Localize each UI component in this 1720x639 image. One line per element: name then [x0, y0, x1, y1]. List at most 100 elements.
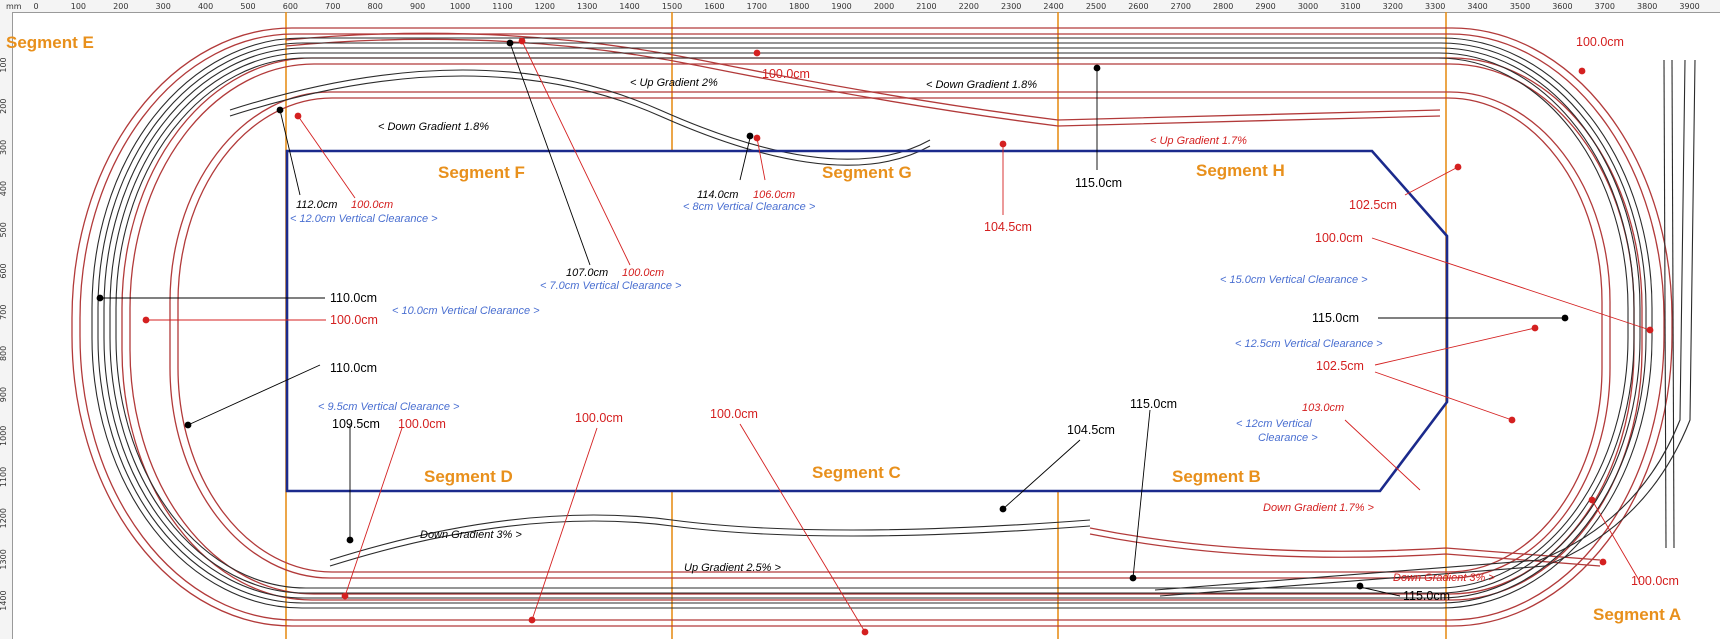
- ruler-top-label: 3400: [1467, 2, 1487, 11]
- ruler-top-label: 3200: [1383, 2, 1403, 11]
- segment-label-e: Segment E: [6, 33, 94, 52]
- height-115-bottom: 115.0cm: [1403, 589, 1450, 603]
- ruler-top-label: 2500: [1086, 2, 1106, 11]
- ruler-top-label: 1300: [577, 2, 597, 11]
- height-110-b: 110.0cm: [330, 361, 377, 375]
- gradient-up-17: < Up Gradient 1.7%: [1150, 135, 1247, 147]
- top-ruler: [0, 0, 1720, 13]
- segment-label-f: Segment F: [438, 163, 525, 182]
- height-109-5: 109.5cm: [332, 417, 380, 431]
- segment-label-c: Segment C: [812, 463, 901, 482]
- gradient-up-2: < Up Gradient 2%: [630, 77, 718, 89]
- segment-label-g: Segment G: [822, 163, 912, 182]
- ruler-top-label: 900: [410, 2, 425, 11]
- clearance-12-line1: < 12cm Vertical: [1236, 418, 1312, 430]
- gradient-down-3-left: Down Gradient 3% >: [420, 529, 522, 541]
- clearance-8: < 8cm Vertical Clearance >: [683, 201, 816, 213]
- height-red-106: 106.0cm: [753, 189, 795, 201]
- height-110-a: 110.0cm: [330, 291, 377, 305]
- segment-label-b: Segment B: [1172, 467, 1261, 486]
- gradient-up-25: Up Gradient 2.5% >: [684, 562, 781, 574]
- ruler-top-label: 500: [240, 2, 255, 11]
- height-red-100-f2: 100.0cm: [622, 267, 664, 279]
- height-markers-black: [96, 39, 1569, 590]
- height-red-100-d: 100.0cm: [398, 417, 446, 431]
- ruler-top-label: 200: [113, 2, 128, 11]
- ruler-top-label: 2300: [1001, 2, 1021, 11]
- ruler-top-label: 2800: [1213, 2, 1233, 11]
- ruler-top-label: 1400: [619, 2, 639, 11]
- ruler-left-label: 900: [0, 387, 8, 402]
- ruler-left-label: 700: [0, 305, 8, 320]
- ruler-left-label: 1100: [0, 467, 8, 487]
- clearance-12: < 12.0cm Vertical Clearance >: [290, 213, 438, 225]
- ruler-left-label: 300: [0, 140, 8, 155]
- height-red-102-5-b: 102.5cm: [1316, 359, 1364, 373]
- ruler-top-label: 3000: [1298, 2, 1318, 11]
- leader-lines-red: [146, 40, 1651, 633]
- clearance-10: < 10.0cm Vertical Clearance >: [392, 305, 540, 317]
- height-red-100-br: 100.0cm: [1631, 574, 1679, 588]
- ruler-left-label: 100: [0, 57, 8, 72]
- ruler-top-label: 600: [283, 2, 298, 11]
- ruler-top-label: 700: [325, 2, 340, 11]
- ruler-top-label: 3500: [1510, 2, 1530, 11]
- height-115-top: 115.0cm: [1075, 176, 1122, 190]
- ruler-top-label: 1500: [662, 2, 682, 11]
- ruler-top-label: 2100: [916, 2, 936, 11]
- height-107: 107.0cm: [566, 267, 608, 279]
- ruler-top-label: 2400: [1043, 2, 1063, 11]
- height-115-mid: 115.0cm: [1130, 397, 1177, 411]
- height-red-100-right: 100.0cm: [1315, 231, 1363, 245]
- height-red-100-bc: 100.0cm: [710, 407, 758, 421]
- left-ruler: [0, 12, 13, 639]
- height-104-5: 104.5cm: [1067, 423, 1115, 437]
- ruler-top-label: 2200: [959, 2, 979, 11]
- segment-label-d: Segment D: [424, 467, 513, 486]
- ruler-unit: mm: [6, 2, 22, 11]
- ruler-top-label: 1800: [789, 2, 809, 11]
- height-112: 112.0cm: [296, 199, 337, 211]
- height-red-100-left: 100.0cm: [330, 313, 378, 327]
- height-red-104-5: 104.5cm: [984, 220, 1032, 234]
- ruler-top-label: 1900: [831, 2, 851, 11]
- ruler-top-label: 2700: [1171, 2, 1191, 11]
- height-115-right: 115.0cm: [1312, 311, 1359, 325]
- ruler-top-label: 1600: [704, 2, 724, 11]
- clearance-7: < 7.0cm Vertical Clearance >: [540, 280, 682, 292]
- leader-lines-black: [100, 42, 1565, 597]
- ruler-top-label: 3600: [1552, 2, 1572, 11]
- ruler-left-label: 200: [0, 99, 8, 114]
- ruler-top-label: 3900: [1679, 2, 1699, 11]
- ruler-top-label: 2000: [874, 2, 894, 11]
- ruler-top-label: 3300: [1425, 2, 1445, 11]
- gradient-down-3-right: Down Gradient 3% >: [1393, 572, 1495, 584]
- ruler-top-label: 1700: [747, 2, 767, 11]
- gradient-down-17-right: Down Gradient 1.7% >: [1263, 502, 1375, 514]
- height-114: 114.0cm: [697, 189, 738, 201]
- ruler-left-label: 500: [0, 222, 8, 237]
- height-markers-red: [142, 37, 1654, 636]
- height-red-102-5-a: 102.5cm: [1349, 198, 1397, 212]
- ruler-top-label: 3700: [1595, 2, 1615, 11]
- ruler-top-label: 400: [198, 2, 213, 11]
- ruler-ticks: 0 100 200 300 400 500 600 700 800 900 1000 1100 1200…: [0, 2, 1700, 611]
- segment-label-a: Segment A: [1593, 605, 1681, 624]
- gradient-down-18-right: < Down Gradient 1.8%: [926, 79, 1037, 91]
- ruler-left-label: 600: [0, 263, 8, 278]
- height-red-100-topright: 100.0cm: [1576, 35, 1624, 49]
- clearance-12-5: < 12.5cm Vertical Clearance >: [1235, 338, 1383, 350]
- ruler-top-label: 3100: [1340, 2, 1360, 11]
- ruler-top-label: 800: [368, 2, 383, 11]
- ruler-top-label: 2900: [1255, 2, 1275, 11]
- ruler-top-label: 1000: [450, 2, 470, 11]
- ruler-left-label: 1400: [0, 590, 8, 610]
- segment-dividers: [285, 12, 1447, 639]
- ruler-top-label: 0: [33, 2, 38, 11]
- clearance-15: < 15.0cm Vertical Clearance >: [1220, 274, 1368, 286]
- upper-level-tracks: [91, 37, 1696, 609]
- clearance-12-line2: Clearance >: [1258, 432, 1318, 444]
- ruler-left-label: 1000: [0, 426, 8, 446]
- height-red-103: 103.0cm: [1302, 402, 1344, 414]
